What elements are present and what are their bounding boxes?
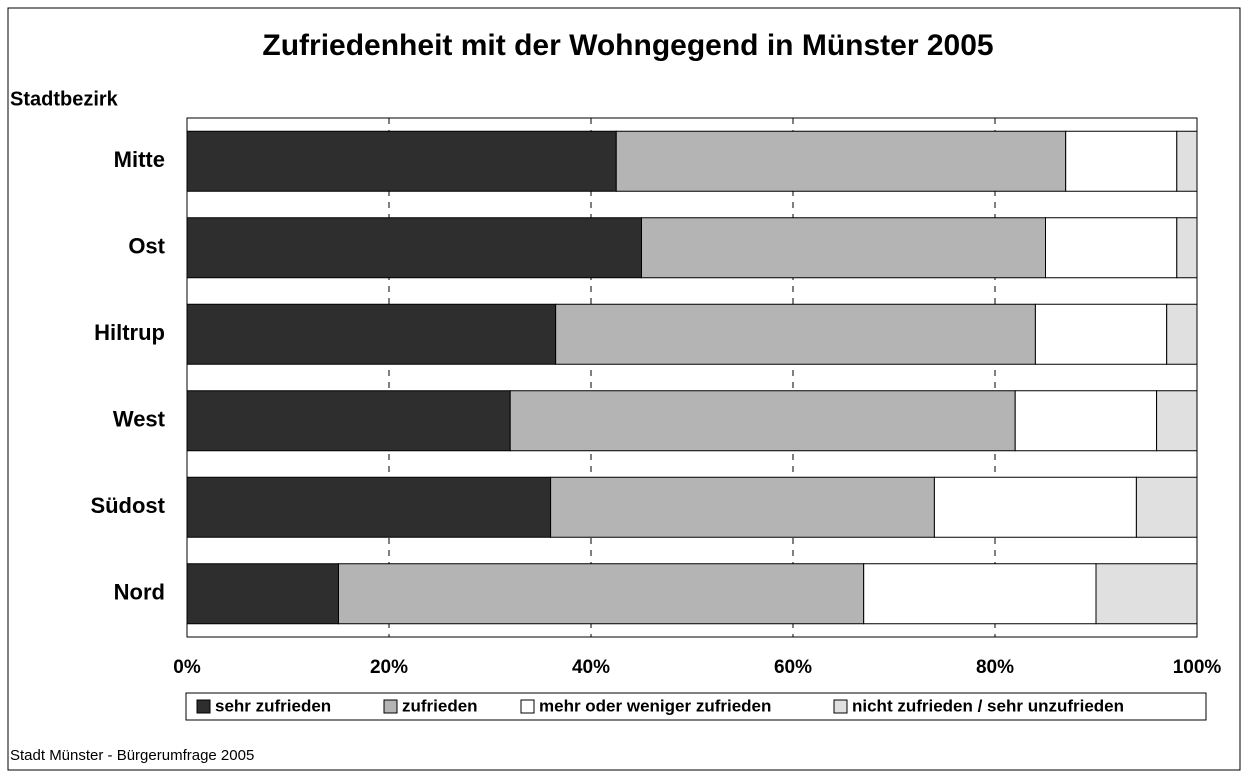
bar-segment xyxy=(1166,303,1198,365)
bar-segment xyxy=(863,563,1097,625)
bar-segment xyxy=(555,303,1036,365)
y-tick-label: Mitte xyxy=(114,147,165,172)
bar-segment xyxy=(186,390,511,452)
legend-swatch xyxy=(196,699,211,714)
x-tick-label: 80% xyxy=(976,657,1014,678)
bar-segment xyxy=(1034,303,1168,365)
y-tick-label: West xyxy=(113,407,166,432)
bar-segment xyxy=(641,217,1046,279)
legend-swatch xyxy=(520,699,535,714)
chart-title: Zufriedenheit mit der Wohngegend in Müns… xyxy=(262,29,993,62)
bar-segment xyxy=(338,563,865,625)
x-tick-label: 40% xyxy=(572,657,610,678)
y-tick-label: Südost xyxy=(90,493,165,518)
bar-segment xyxy=(1156,390,1198,452)
bar-segment xyxy=(186,303,557,365)
bar-segment xyxy=(1014,390,1158,452)
bar-segment xyxy=(1176,217,1198,279)
bar-segment xyxy=(933,476,1137,538)
legend-swatch xyxy=(833,699,848,714)
bar-segment xyxy=(1065,130,1178,192)
x-tick-label: 60% xyxy=(774,657,812,678)
y-tick-label: Hiltrup xyxy=(94,320,165,345)
source: Stadt Münster - Bürgerumfrage 2005 xyxy=(10,747,254,764)
y-tick-label: Nord xyxy=(114,580,165,605)
bar-segment xyxy=(1135,476,1198,538)
legend-label: zufrieden xyxy=(402,696,478,715)
legend-label: mehr oder weniger zufrieden xyxy=(539,696,771,715)
legend-label: nicht zufrieden / sehr unzufrieden xyxy=(852,696,1124,715)
x-tick-label: 100% xyxy=(1173,657,1222,678)
bar-segment xyxy=(1095,563,1198,625)
y-axis-label: Stadtbezirk xyxy=(10,88,119,110)
bar-segment xyxy=(1176,130,1198,192)
bar-segment xyxy=(186,130,617,192)
bar-segment xyxy=(186,476,552,538)
x-tick-label: 0% xyxy=(173,657,201,678)
bar-segment xyxy=(550,476,935,538)
legend-label: sehr zufrieden xyxy=(215,696,331,715)
bar-segment xyxy=(186,217,642,279)
legend-swatch xyxy=(383,699,398,714)
bar-segment xyxy=(615,130,1067,192)
y-tick-label: Ost xyxy=(128,234,165,259)
bar-segment xyxy=(186,563,339,625)
x-tick-label: 20% xyxy=(370,657,408,678)
legend-box xyxy=(185,692,1207,721)
bar-segment xyxy=(509,390,1016,452)
bar-segment xyxy=(1045,217,1178,279)
plot-area xyxy=(186,117,1198,638)
